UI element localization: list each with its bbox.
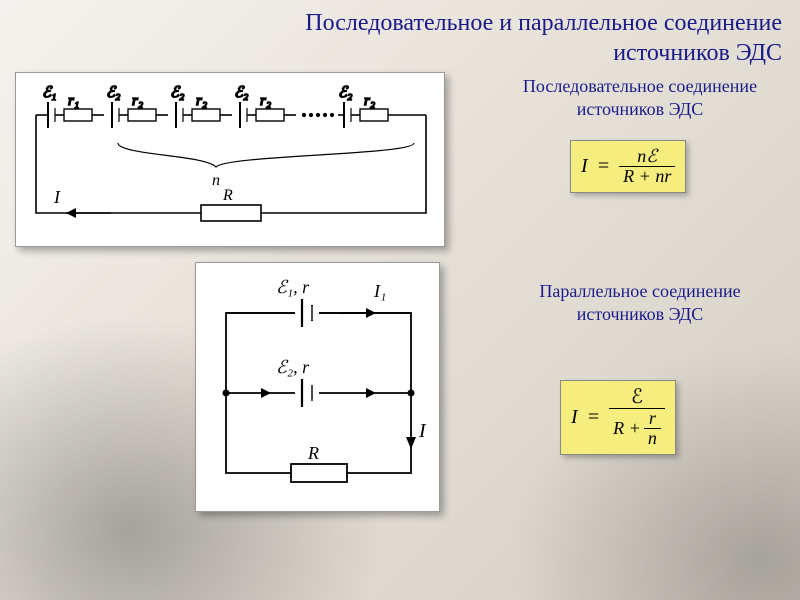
- svg-text:r₂: r₂: [196, 93, 207, 109]
- series-R-label: R: [222, 187, 233, 204]
- parallel-emf2-label: ℰ₂, r: [276, 357, 310, 377]
- parallel-R-label: R: [307, 443, 319, 463]
- series-caption-l2: источников ЭДС: [577, 99, 704, 119]
- series-caption: Последовательное соединение источников Э…: [500, 75, 780, 120]
- parallel-emf1-label: ℰ₁, r: [276, 277, 310, 297]
- svg-text:r₁: r₁: [68, 93, 79, 109]
- series-formula: I = nℰ R + nr: [570, 140, 686, 193]
- parallel-caption-l2: источников ЭДС: [577, 304, 704, 324]
- title-line1: Последовательное и параллельное соединен…: [305, 10, 782, 36]
- series-n-label: n: [212, 172, 220, 189]
- parallel-diagram: ℰ₁, r I₁ ℰ₂, r I R: [195, 262, 440, 512]
- series-formula-lhs: I: [581, 155, 588, 178]
- series-diagram: ℰ₁ r₁ ℰ₂ r₂ ℰ₂ r₂ ℰ₂ r₂ ℰ₂ r₂ n I R: [15, 72, 445, 247]
- svg-text:ℰ₂: ℰ₂: [234, 85, 248, 101]
- series-I-label: I: [53, 187, 61, 207]
- svg-text:r₂: r₂: [260, 93, 271, 109]
- svg-text:r₂: r₂: [364, 93, 375, 109]
- parallel-I-label: I: [418, 420, 427, 442]
- parallel-formula-lhs: I: [571, 406, 578, 429]
- parallel-formula-den: R + r n: [609, 409, 665, 448]
- parallel-diagram-svg: ℰ₁, r I₁ ℰ₂, r I R: [196, 263, 441, 513]
- svg-text:ℰ₂: ℰ₂: [170, 85, 184, 101]
- parallel-caption: Параллельное соединение источников ЭДС: [500, 280, 780, 325]
- series-caption-l1: Последовательное соединение: [523, 76, 757, 96]
- series-formula-num: nℰ: [633, 147, 661, 166]
- page-title: Последовательное и параллельное соединен…: [305, 8, 782, 68]
- parallel-formula: I = ℰ R + r n: [560, 380, 676, 455]
- svg-text:ℰ₁: ℰ₁: [42, 85, 56, 101]
- svg-text:ℰ₂: ℰ₂: [338, 85, 352, 101]
- parallel-formula-num: ℰ: [627, 387, 647, 408]
- series-formula-frac: nℰ R + nr: [619, 147, 675, 186]
- parallel-caption-l1: Параллельное соединение: [539, 281, 740, 301]
- series-diagram-svg: ℰ₁ r₁ ℰ₂ r₂ ℰ₂ r₂ ℰ₂ r₂ ℰ₂ r₂ n I R: [16, 73, 446, 248]
- title-line2: источников ЭДС: [613, 40, 782, 66]
- parallel-formula-frac: ℰ R + r n: [609, 387, 665, 448]
- parallel-I1-label: I₁: [373, 281, 386, 301]
- series-formula-den: R + nr: [619, 167, 675, 186]
- svg-text:ℰ₂: ℰ₂: [106, 85, 120, 101]
- svg-text:r₂: r₂: [132, 93, 143, 109]
